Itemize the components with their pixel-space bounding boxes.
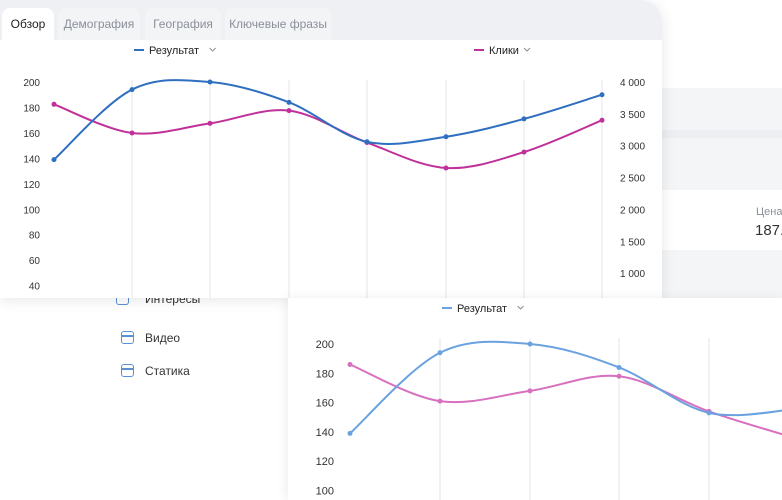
y-right-tick-label: 3 500 bbox=[620, 110, 645, 121]
video-icon bbox=[121, 331, 134, 344]
legend-label-result: Результат bbox=[457, 303, 507, 315]
y-left-tick-label: 80 bbox=[29, 231, 41, 242]
data-point-result bbox=[51, 157, 57, 163]
y-left-tick-label: 160 bbox=[23, 129, 40, 140]
data-point-result bbox=[347, 430, 353, 436]
tab-geography[interactable]: География bbox=[145, 8, 221, 40]
data-point-result bbox=[364, 139, 370, 145]
y-right-tick-label: 2 500 bbox=[620, 174, 645, 185]
y-tick-label: 200 bbox=[316, 339, 334, 351]
data-point-result bbox=[616, 364, 622, 370]
data-point-result bbox=[527, 341, 533, 347]
data-point-clicks bbox=[286, 108, 292, 114]
y-left-tick-label: 40 bbox=[29, 282, 41, 293]
data-point-result bbox=[437, 350, 443, 356]
top-line-chart: 40 60 80 100 120 140 160 180 200 1 000 1 500 2 000 2… bbox=[23, 45, 645, 298]
series-line-clicks bbox=[349, 363, 782, 436]
tab-key-phrases[interactable]: Ключевые фразы bbox=[225, 8, 331, 40]
y-tick-label: 120 bbox=[316, 456, 334, 468]
data-point-clicks bbox=[443, 165, 449, 171]
background-strip bbox=[660, 130, 782, 138]
y-right-tick-label: 4 000 bbox=[620, 78, 645, 89]
series-line-result bbox=[349, 340, 782, 435]
y-tick-label: 100 bbox=[316, 486, 334, 498]
legend-label-result: Результат bbox=[149, 45, 199, 57]
chevron-down-icon bbox=[517, 305, 524, 310]
tab-demography[interactable]: Демография bbox=[58, 8, 140, 40]
data-point-clicks bbox=[521, 149, 527, 155]
data-point-clicks bbox=[347, 362, 353, 368]
menu-item-static[interactable]: Статика bbox=[145, 364, 190, 378]
legend-label-clicks: Клики bbox=[489, 45, 519, 57]
y-right-tick-label: 1 500 bbox=[620, 237, 645, 248]
series-line-clicks bbox=[53, 103, 603, 170]
tab-overview[interactable]: Обзор bbox=[2, 8, 54, 40]
y-left-tick-label: 100 bbox=[23, 205, 40, 216]
y-left-tick-label: 200 bbox=[23, 78, 40, 89]
data-point-clicks bbox=[437, 398, 443, 404]
y-left-tick-label: 120 bbox=[23, 180, 40, 191]
y-right-tick-label: 1 000 bbox=[620, 269, 645, 280]
y-left-tick-label: 180 bbox=[23, 103, 40, 114]
y-left-tick-label: 140 bbox=[23, 154, 40, 165]
data-point-result bbox=[599, 92, 605, 98]
bottom-line-chart: 100 120 140 160 180 200 Результат bbox=[316, 303, 782, 500]
data-point-clicks bbox=[527, 388, 533, 394]
y-tick-label: 140 bbox=[316, 427, 334, 439]
top-chart-panel: Обзор Демография География Ключевые фраз… bbox=[0, 0, 662, 298]
data-point-clicks bbox=[616, 373, 622, 379]
tab-bar: Обзор Демография География Ключевые фраз… bbox=[0, 0, 662, 40]
data-point-result bbox=[443, 134, 449, 140]
data-point-clicks bbox=[599, 117, 605, 123]
menu-item-video[interactable]: Видео bbox=[145, 331, 181, 345]
data-point-clicks bbox=[129, 130, 135, 136]
y-tick-label: 180 bbox=[316, 368, 334, 380]
price-label: Цена bbox=[756, 206, 782, 218]
data-point-result bbox=[207, 79, 213, 85]
data-point-result bbox=[706, 410, 712, 416]
y-right-tick-label: 3 000 bbox=[620, 142, 645, 153]
data-point-clicks bbox=[207, 120, 213, 126]
chevron-down-icon bbox=[209, 47, 216, 52]
series-line-result bbox=[53, 79, 603, 161]
data-point-result bbox=[129, 87, 135, 93]
y-right-tick-label: 2 000 bbox=[620, 205, 645, 216]
price-value: 187. bbox=[755, 222, 782, 239]
data-point-clicks bbox=[51, 101, 57, 107]
price-card bbox=[660, 190, 782, 250]
image-icon bbox=[121, 364, 134, 377]
data-point-result bbox=[521, 116, 527, 122]
bottom-chart-panel: 100 120 140 160 180 200 Результат bbox=[288, 298, 782, 500]
chevron-down-icon bbox=[523, 47, 531, 52]
y-left-tick-label: 60 bbox=[29, 256, 41, 267]
y-tick-label: 160 bbox=[316, 398, 334, 410]
data-point-result bbox=[286, 99, 292, 105]
